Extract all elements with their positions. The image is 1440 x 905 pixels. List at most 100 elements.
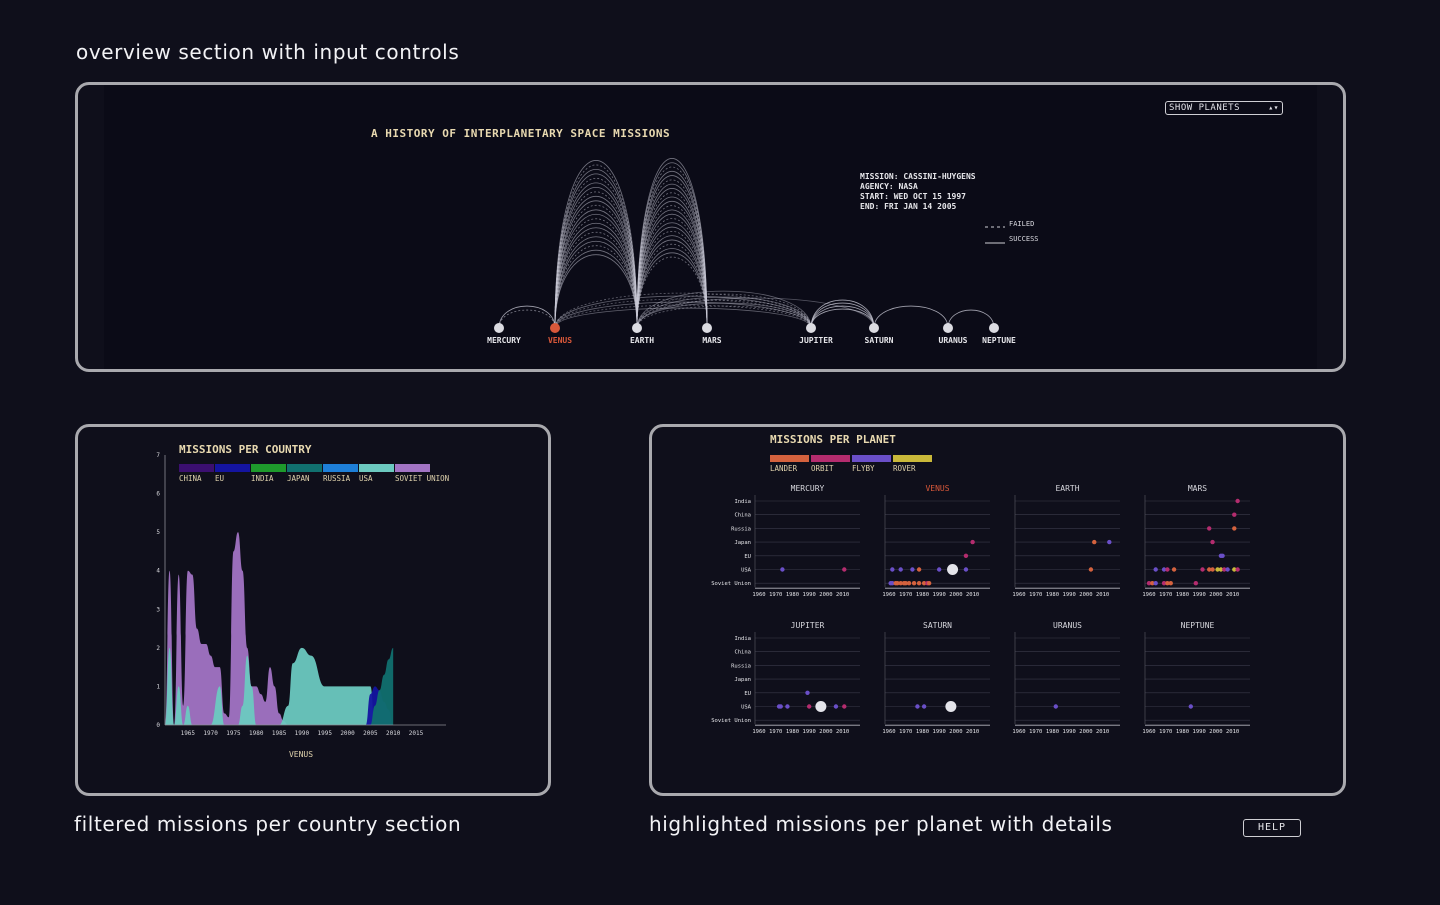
mission-point[interactable] xyxy=(1092,539,1097,545)
mission-point[interactable] xyxy=(906,581,912,586)
planet-legend[interactable]: LANDER ORBIT FLYBY ROVER xyxy=(770,455,932,473)
planet-label-earth[interactable]: EARTH xyxy=(630,336,654,345)
panel-title[interactable]: MARS xyxy=(1188,484,1207,493)
mission-point[interactable] xyxy=(910,567,915,572)
mission-point[interactable] xyxy=(842,704,847,709)
help-button[interactable]: HELP xyxy=(1243,819,1301,837)
planet-label-jupiter[interactable]: JUPITER xyxy=(799,336,833,345)
mission-point[interactable] xyxy=(1150,581,1155,586)
mission-point[interactable] xyxy=(1107,539,1112,545)
mission-point[interactable] xyxy=(778,704,783,709)
mission-point[interactable] xyxy=(1193,581,1199,586)
mission-point[interactable] xyxy=(805,690,810,695)
mission-point[interactable] xyxy=(1161,581,1167,586)
planet-node-mercury[interactable] xyxy=(494,323,504,333)
mission-point[interactable] xyxy=(895,581,900,586)
mission-point[interactable] xyxy=(1218,567,1224,572)
mission-point[interactable] xyxy=(915,704,920,709)
mission-point[interactable] xyxy=(1232,567,1237,572)
mission-point[interactable] xyxy=(1210,567,1215,572)
mission-point[interactable] xyxy=(1053,704,1058,709)
mission-point[interactable] xyxy=(842,567,847,572)
legend-label-japan[interactable]: JAPAN xyxy=(287,474,310,483)
mission-point[interactable] xyxy=(916,567,922,572)
planet-select[interactable]: SHOW PLANETS ▴▾ xyxy=(1165,101,1283,115)
panel-title[interactable]: MERCURY xyxy=(791,484,825,493)
mission-point[interactable] xyxy=(780,567,785,572)
legend-swatch-japan[interactable] xyxy=(287,464,322,472)
mission-point[interactable] xyxy=(903,581,908,586)
mission-point[interactable] xyxy=(1165,567,1170,572)
mission-point[interactable] xyxy=(1222,567,1227,572)
legend-swatch-russia[interactable] xyxy=(323,464,358,472)
mission-point[interactable] xyxy=(921,704,927,709)
mission-point[interactable] xyxy=(1225,567,1230,572)
legend-label-orbit[interactable]: ORBIT xyxy=(811,464,834,473)
mission-point[interactable] xyxy=(1215,567,1220,572)
panel-title[interactable]: JUPITER xyxy=(791,621,825,630)
mission-point[interactable] xyxy=(963,553,969,558)
mission-point[interactable] xyxy=(1207,567,1212,572)
legend-swatch-rover[interactable] xyxy=(893,455,932,462)
planet-label-mars[interactable]: MARS xyxy=(702,336,721,345)
planet-node-mars[interactable] xyxy=(702,323,712,333)
mission-point[interactable] xyxy=(1146,581,1152,586)
panel-title[interactable]: EARTH xyxy=(1055,484,1079,493)
planet-node-earth[interactable] xyxy=(632,323,642,333)
legend-swatch-flyby[interactable] xyxy=(852,455,891,462)
mission-point[interactable] xyxy=(1235,498,1240,504)
planet-label-uranus[interactable]: URANUS xyxy=(939,336,968,345)
panel-title[interactable]: SATURN xyxy=(923,621,952,630)
legend-label-eu[interactable]: EU xyxy=(215,474,224,483)
planet-node-saturn[interactable] xyxy=(869,323,879,333)
legend-swatch-usa[interactable] xyxy=(359,464,394,472)
mission-point[interactable] xyxy=(898,567,903,572)
legend-swatch-lander[interactable] xyxy=(770,455,809,462)
mission-point[interactable] xyxy=(963,567,969,572)
mission-point[interactable] xyxy=(1207,526,1212,531)
planet-label-venus[interactable]: VENUS xyxy=(548,336,572,345)
planet-label-saturn[interactable]: SATURN xyxy=(865,336,894,345)
planet-node-uranus[interactable] xyxy=(943,323,953,333)
mission-point[interactable] xyxy=(1210,539,1215,545)
mission-point[interactable] xyxy=(1235,567,1240,572)
mission-point-selected[interactable] xyxy=(945,701,957,712)
mission-point[interactable] xyxy=(833,704,839,709)
mission-point-selected[interactable] xyxy=(815,701,827,712)
mission-point[interactable] xyxy=(911,581,917,586)
mission-point[interactable] xyxy=(970,539,975,545)
planet-node-neptune[interactable] xyxy=(989,323,999,333)
legend-label-usa[interactable]: USA xyxy=(359,474,373,483)
legend-label-soviet-union[interactable]: SOVIET UNION xyxy=(395,474,449,483)
mission-point[interactable] xyxy=(1188,704,1194,709)
legend-label-lander[interactable]: LANDER xyxy=(770,464,798,473)
mission-point[interactable] xyxy=(1220,553,1225,558)
panel-title[interactable]: URANUS xyxy=(1053,621,1082,630)
mission-point[interactable] xyxy=(921,581,927,586)
planet-node-venus[interactable] xyxy=(550,323,560,333)
mission-point[interactable] xyxy=(916,581,922,586)
legend-label-india[interactable]: INDIA xyxy=(251,474,274,483)
panel-title[interactable]: NEPTUNE xyxy=(1181,621,1215,630)
mission-point[interactable] xyxy=(926,581,932,586)
mission-point[interactable] xyxy=(1168,581,1173,586)
mission-point[interactable] xyxy=(936,567,942,572)
legend-swatch-india[interactable] xyxy=(251,464,286,472)
mission-point[interactable] xyxy=(890,567,895,572)
mission-point[interactable] xyxy=(785,704,790,709)
legend-label-flyby[interactable]: FLYBY xyxy=(852,464,875,473)
mission-point[interactable] xyxy=(1153,567,1158,572)
mission-point[interactable] xyxy=(1088,567,1094,572)
mission-point-selected[interactable] xyxy=(947,564,959,575)
legend-swatch-soviet-union[interactable] xyxy=(395,464,430,472)
mission-point[interactable] xyxy=(1161,567,1167,572)
panel-title[interactable]: VENUS xyxy=(925,484,949,493)
mission-point[interactable] xyxy=(1232,512,1237,517)
legend-swatch-eu[interactable] xyxy=(215,464,250,472)
mission-point[interactable] xyxy=(890,581,895,586)
legend-swatch-orbit[interactable] xyxy=(811,455,850,462)
planet-node-jupiter[interactable] xyxy=(806,323,816,333)
legend-label-rover[interactable]: ROVER xyxy=(893,464,916,473)
planet-label-mercury[interactable]: MERCURY xyxy=(487,336,521,345)
country-legend[interactable]: CHINA EU INDIA JAPAN RUSSIA USA SOVIET UNION xyxy=(179,464,449,483)
